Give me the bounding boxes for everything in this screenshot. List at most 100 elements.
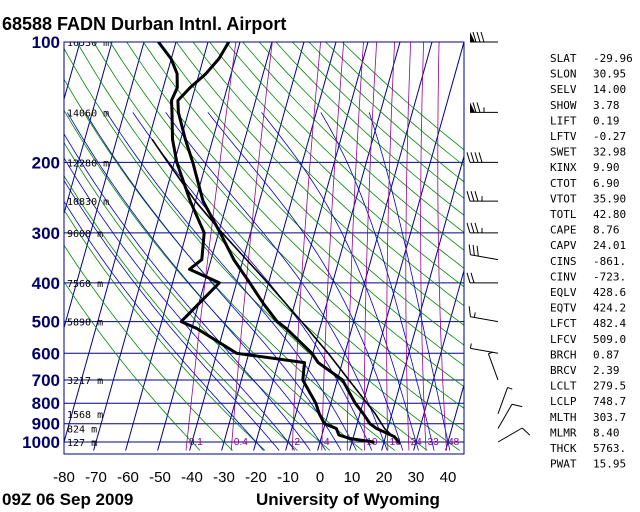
dry-adiabat: [308, 42, 464, 183]
dry-adiabat: [64, 175, 298, 451]
index-name: CAPV: [550, 239, 577, 252]
wind-barb: [497, 386, 513, 414]
height-labels: 16530 m 14060 m 12280 m 10830 m 9600 m 7560 m…: [67, 38, 109, 449]
dry-adiabat: [64, 280, 201, 451]
isotherm-line: [413, 268, 464, 451]
moist-adiabat: [106, 112, 357, 451]
temperature-tick-label: 40: [440, 469, 457, 486]
height-label: 7560 m: [67, 279, 103, 290]
index-name: SLAT: [550, 52, 577, 65]
temperature-trace: [176, 42, 401, 444]
index-name: MLTH: [550, 411, 577, 424]
index-name: CINV: [550, 270, 577, 283]
index-value: 8.76: [593, 224, 620, 237]
wind-barb: [468, 244, 499, 261]
isotherm-line: [445, 383, 464, 451]
wind-barb: [497, 403, 523, 429]
index-value: 5763.: [593, 442, 626, 455]
observation-time: 09Z 06 Sep 2009: [2, 490, 133, 509]
index-value: 279.5: [593, 380, 626, 393]
index-value: 424.2: [593, 302, 626, 315]
mixing-ratio-line: [230, 42, 273, 451]
moist-adiabat: [207, 112, 404, 451]
mixing-ratio-line: [346, 42, 364, 451]
isotherm-line: [93, 42, 209, 451]
index-name: LFTV: [550, 130, 577, 143]
moist-adiabat: [165, 112, 388, 451]
index-value: 42.80: [593, 208, 626, 221]
index-value: 303.7: [593, 411, 626, 424]
temperature-tick-label: -70: [85, 469, 107, 486]
index-value: 428.6: [593, 286, 626, 299]
index-name: PWAT: [550, 458, 577, 471]
wind-barb: [497, 427, 531, 443]
index-name: EQTV: [550, 302, 577, 315]
pressure-tick-label: 1000: [22, 433, 60, 452]
chart-title: 68588 FADN Durban Intnl. Airport: [2, 14, 286, 34]
index-value: 9.90: [593, 161, 620, 174]
height-label: 1568 m: [67, 410, 103, 421]
moist-adiabat: [64, 179, 280, 451]
height-label: 16530 m: [67, 38, 109, 49]
mixing-ratio-label: 0.4: [234, 437, 248, 448]
pressure-tick-label: 400: [32, 274, 60, 293]
dry-adiabat: [64, 109, 363, 451]
mixing-ratio-label: 48: [448, 437, 460, 448]
index-value: 0.87: [593, 348, 620, 361]
temperature-tick-label: -80: [53, 469, 75, 486]
wind-barb: [466, 222, 498, 234]
index-name: SHOW: [550, 99, 577, 112]
height-label: 824 m: [67, 424, 97, 435]
temperature-tick-label: 0: [316, 469, 324, 486]
index-value: -0.27: [593, 130, 626, 143]
index-name: MLMR: [550, 426, 577, 439]
dry-adiabat: [159, 42, 464, 346]
dry-adiabat: [142, 42, 464, 367]
index-value: 35.90: [593, 192, 626, 205]
pressure-tick-label: 100: [32, 33, 60, 52]
temperature-tick-label: -60: [117, 469, 139, 486]
mixing-ratio-line: [386, 42, 395, 451]
moist-adiabat: [64, 157, 296, 451]
dry-adiabat: [225, 42, 464, 269]
index-name: LFCT: [550, 317, 577, 330]
index-name: EQLV: [550, 286, 577, 299]
isotherm-line: [0, 42, 16, 450]
isotherm-line: [317, 42, 433, 451]
index-name: VTOT: [550, 192, 577, 205]
temperature-tick-label: -10: [277, 469, 299, 486]
isotherm-line: [64, 42, 145, 330]
index-name: LCLP: [550, 395, 577, 408]
parcel-trace: [151, 138, 400, 443]
index-value: 509.0: [593, 333, 626, 346]
height-label: 12280 m: [67, 158, 109, 169]
moist-adiabats: [64, 112, 451, 451]
pressure-tick-label: 800: [32, 394, 60, 413]
height-label: 14060 m: [67, 108, 109, 119]
isotherm-line: [125, 42, 241, 451]
index-name: LIFT: [550, 114, 577, 127]
dry-adiabat: [64, 244, 233, 451]
plot-frame: [63, 41, 465, 455]
index-value: 3.78: [593, 99, 620, 112]
index-name: SLON: [550, 68, 577, 81]
mixing-ratio-line: [291, 42, 321, 451]
pressure-tick-label: 600: [32, 344, 60, 363]
index-name: THCK: [550, 442, 577, 455]
index-value: 0.19: [593, 114, 620, 127]
dry-adiabat: [64, 78, 396, 451]
mixing-ratio-label: 2: [295, 437, 301, 448]
mixing-ratio-line: [363, 42, 377, 451]
dry-adiabat: [64, 47, 428, 451]
index-name: KINX: [550, 161, 577, 174]
dry-adiabats: [64, 42, 464, 451]
dry-adiabat: [93, 42, 464, 432]
index-value: 24.01: [593, 239, 626, 252]
dry-adiabat: [64, 209, 266, 451]
moist-adiabat: [261, 112, 419, 451]
index-value: 6.90: [593, 177, 620, 190]
dry-adiabat: [209, 42, 464, 288]
mixing-ratio-line: [405, 42, 411, 451]
